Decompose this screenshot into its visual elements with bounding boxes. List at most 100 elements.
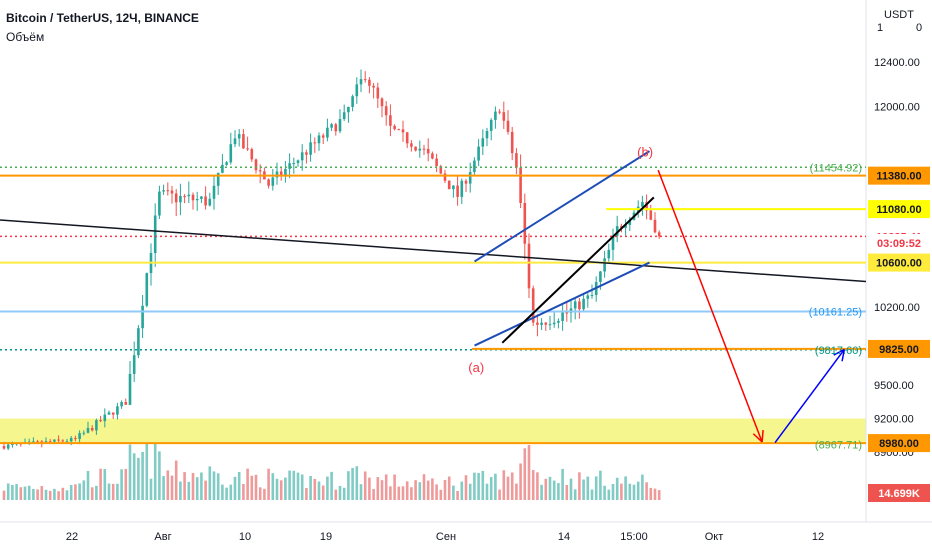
candle-body[interactable] <box>61 440 65 442</box>
candle-body[interactable] <box>166 190 170 192</box>
candle-body[interactable] <box>187 194 191 197</box>
candle-body[interactable] <box>313 142 317 144</box>
candle-body[interactable] <box>204 196 207 206</box>
candle-body[interactable] <box>128 373 132 405</box>
candle-body[interactable] <box>300 152 304 161</box>
candle-body[interactable] <box>439 166 443 174</box>
candle-body[interactable] <box>494 111 497 120</box>
candle-body[interactable] <box>111 412 115 415</box>
candle-body[interactable] <box>216 172 220 186</box>
candle-body[interactable] <box>179 195 182 203</box>
candle-body[interactable] <box>393 125 396 130</box>
projection-up-arrow[interactable] <box>774 349 845 443</box>
candle-body[interactable] <box>603 258 606 272</box>
candle-body[interactable] <box>284 168 287 176</box>
channel-line[interactable] <box>474 150 651 263</box>
candle-body[interactable] <box>86 427 90 433</box>
candle-body[interactable] <box>288 163 291 169</box>
candle-body[interactable] <box>326 127 329 138</box>
candle-body[interactable] <box>418 148 422 151</box>
candle-body[interactable] <box>242 134 245 149</box>
projection-down-arrow[interactable] <box>657 169 763 443</box>
candle-body[interactable] <box>145 273 149 306</box>
candle-body[interactable] <box>338 119 342 132</box>
candle-body[interactable] <box>183 195 186 197</box>
candle-body[interactable] <box>48 441 52 443</box>
candle-body[interactable] <box>191 194 195 201</box>
candle-body[interactable] <box>422 148 426 150</box>
candle-body[interactable] <box>334 124 338 132</box>
candle-body[interactable] <box>515 153 518 168</box>
candle-body[interactable] <box>384 106 388 116</box>
candle-body[interactable] <box>11 444 14 446</box>
candle-body[interactable] <box>557 320 560 323</box>
candle-body[interactable] <box>498 111 501 113</box>
candle-body[interactable] <box>292 163 296 165</box>
candle-body[interactable] <box>641 202 644 207</box>
price-label-box[interactable] <box>868 434 930 453</box>
candle-body[interactable] <box>132 355 136 374</box>
candle-body[interactable] <box>573 301 577 309</box>
candle-body[interactable] <box>531 288 535 323</box>
candle-body[interactable] <box>355 84 359 97</box>
candle-body[interactable] <box>389 115 392 126</box>
candle-body[interactable] <box>544 322 548 325</box>
candle-body[interactable] <box>502 112 506 121</box>
candle-body[interactable] <box>305 152 308 155</box>
candle-body[interactable] <box>431 153 434 159</box>
candle-body[interactable] <box>578 301 581 310</box>
candle-body[interactable] <box>36 441 39 443</box>
candle-body[interactable] <box>212 185 216 199</box>
candle-body[interactable] <box>489 119 493 131</box>
candle-body[interactable] <box>443 173 447 181</box>
candle-body[interactable] <box>649 210 653 220</box>
candle-body[interactable] <box>657 232 661 237</box>
candle-body[interactable] <box>271 177 275 186</box>
candle-body[interactable] <box>174 193 178 203</box>
candle-body[interactable] <box>645 202 648 211</box>
candle-body[interactable] <box>351 96 354 107</box>
candle-body[interactable] <box>309 142 312 155</box>
candle-body[interactable] <box>628 219 632 225</box>
candle-body[interactable] <box>225 162 228 165</box>
candle-body[interactable] <box>552 322 556 325</box>
candle-body[interactable] <box>162 190 165 192</box>
candle-body[interactable] <box>410 143 413 147</box>
channel-line[interactable] <box>474 261 650 347</box>
candle-body[interactable] <box>258 170 262 172</box>
candle-body[interactable] <box>267 179 270 186</box>
candle-body[interactable] <box>57 439 60 441</box>
candle-body[interactable] <box>452 185 455 190</box>
candle-body[interactable] <box>65 441 69 443</box>
candle-body[interactable] <box>582 298 585 310</box>
candle-body[interactable] <box>401 129 405 133</box>
candle-body[interactable] <box>82 432 86 434</box>
candle-body[interactable] <box>317 135 321 144</box>
candle-body[interactable] <box>95 420 98 431</box>
candle-body[interactable] <box>321 135 325 138</box>
candle-body[interactable] <box>368 79 371 86</box>
candle-body[interactable] <box>599 271 602 282</box>
candle-body[interactable] <box>523 203 527 244</box>
candle-body[interactable] <box>342 112 346 120</box>
candle-body[interactable] <box>481 138 485 147</box>
candle-body[interactable] <box>116 406 119 415</box>
price-label-box[interactable] <box>868 166 930 185</box>
candle-body[interactable] <box>468 172 472 184</box>
candle-body[interactable] <box>607 249 611 259</box>
candle-body[interactable] <box>414 146 417 151</box>
candle-body[interactable] <box>456 185 459 197</box>
candle-body[interactable] <box>229 144 233 163</box>
candle-body[interactable] <box>561 312 564 321</box>
candle-body[interactable] <box>90 427 94 431</box>
candle-body[interactable] <box>536 322 539 325</box>
candle-body[interactable] <box>246 148 249 150</box>
candle-body[interactable] <box>124 402 128 405</box>
candle-body[interactable] <box>279 171 283 176</box>
candle-body[interactable] <box>519 167 522 204</box>
candle-body[interactable] <box>527 243 531 289</box>
candle-body[interactable] <box>250 149 254 160</box>
price-label-box[interactable] <box>868 339 930 358</box>
